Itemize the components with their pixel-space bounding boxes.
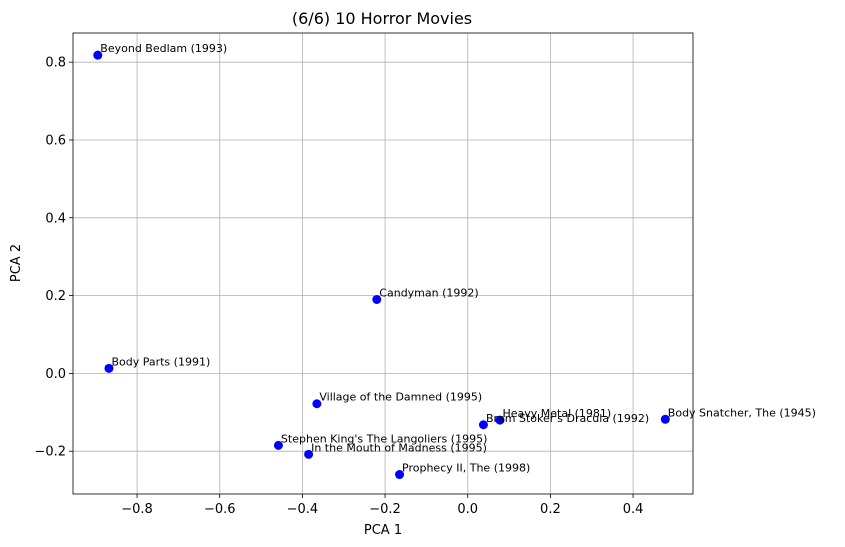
y-tick-label: 0.8 <box>45 56 66 71</box>
point-label: Village of the Damned (1995) <box>319 391 482 404</box>
point-label: Stephen King's The Langoliers (1995) <box>281 432 487 445</box>
x-tick-label: 0.4 <box>623 502 644 517</box>
y-tick-label: −0.2 <box>34 445 66 460</box>
x-axis-label: PCA 1 <box>364 523 402 538</box>
x-tick-label: −0.6 <box>204 502 236 517</box>
point-label: Heavy Metal (1981) <box>502 407 611 420</box>
point-label: Prophecy II, The (1998) <box>402 462 530 475</box>
y-tick-label: 0.4 <box>45 211 66 226</box>
point-label: Body Parts (1991) <box>111 355 210 368</box>
y-axis-label: PCA 2 <box>9 244 24 282</box>
x-tick-label: −0.2 <box>369 502 401 517</box>
x-tick-label: −0.8 <box>121 502 153 517</box>
point-label: Candyman (1992) <box>379 286 478 299</box>
data-point <box>478 420 488 430</box>
data-point <box>273 440 283 450</box>
y-tick-label: 0.2 <box>45 289 66 304</box>
data-point <box>395 470 405 480</box>
data-point <box>93 50 103 60</box>
point-labels: Beyond Bedlam (1993) Candyman (1992) Body … <box>100 42 816 474</box>
point-label: Beyond Bedlam (1993) <box>100 42 227 55</box>
point-label: Bram Stoker's Dracula (1992) <box>486 412 649 425</box>
point-label: Body Snatcher, The (1945) <box>668 406 816 419</box>
data-point <box>495 415 505 425</box>
grid-lines <box>73 33 693 494</box>
data-point <box>660 414 670 424</box>
data-point <box>312 399 322 409</box>
data-point <box>304 449 314 459</box>
data-points <box>93 50 670 480</box>
chart-title: (6/6) 10 Horror Movies <box>292 9 472 28</box>
axis-ticks: −0.8 −0.6 −0.4 −0.2 0.0 0.2 0.4 −0.2 0.0 0.2 0.4 0.… <box>34 56 643 517</box>
data-point <box>104 363 114 373</box>
plot-area-frame <box>72 32 694 495</box>
y-tick-label: 0.6 <box>45 133 66 148</box>
point-label: In the Mouth of Madness (1995) <box>311 441 487 454</box>
x-tick-label: 0.2 <box>540 502 561 517</box>
data-point <box>372 294 382 304</box>
x-tick-label: 0.0 <box>457 502 478 517</box>
y-tick-label: 0.0 <box>45 367 66 382</box>
x-tick-label: −0.4 <box>287 502 319 517</box>
